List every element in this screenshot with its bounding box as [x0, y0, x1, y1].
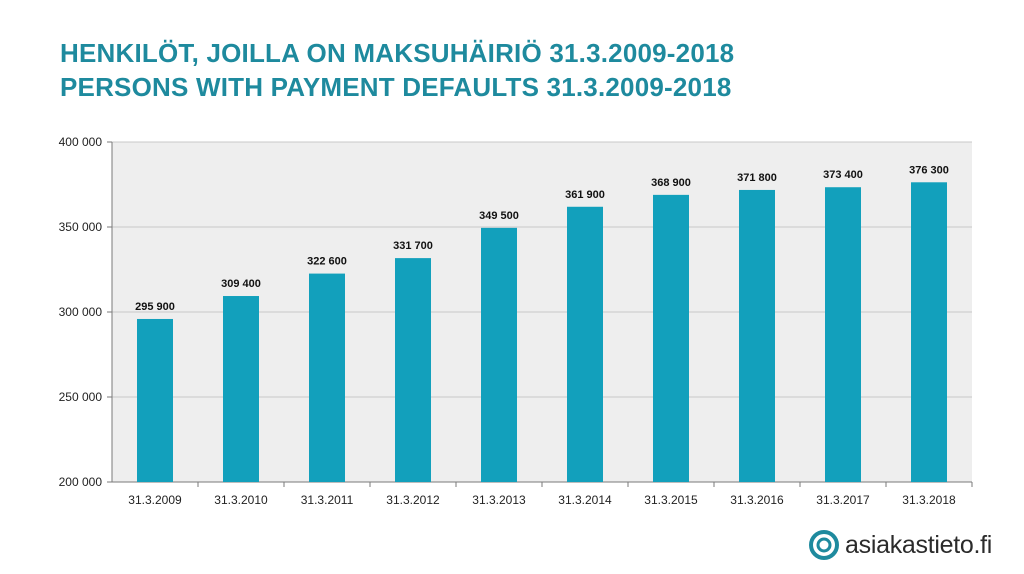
bar — [223, 296, 259, 482]
data-label: 309 400 — [221, 278, 261, 290]
bar — [739, 189, 775, 482]
x-tick-label: 31.3.2011 — [301, 493, 354, 507]
x-tick-label: 31.3.2014 — [558, 493, 612, 507]
data-label: 349 500 — [479, 210, 519, 222]
data-label: 361 900 — [565, 189, 605, 201]
x-tick-label: 31.3.2009 — [128, 493, 182, 507]
y-tick-label: 300 000 — [59, 305, 103, 319]
bar — [567, 206, 603, 482]
page-title: HENKILÖT, JOILLA ON MAKSUHÄIRIÖ 31.3.200… — [60, 36, 734, 104]
y-tick-label: 250 000 — [59, 390, 103, 404]
bar — [395, 258, 431, 482]
bar — [481, 227, 517, 482]
x-tick-label: 31.3.2010 — [214, 493, 268, 507]
x-tick-label: 31.3.2018 — [902, 493, 956, 507]
x-tick-label: 31.3.2017 — [816, 493, 870, 507]
bar — [825, 187, 861, 482]
title-finnish: HENKILÖT, JOILLA ON MAKSUHÄIRIÖ 31.3.200… — [60, 38, 735, 68]
y-tick-label: 200 000 — [59, 475, 103, 489]
x-tick-label: 31.3.2012 — [386, 493, 440, 507]
data-label: 373 400 — [823, 169, 863, 181]
y-tick-label: 400 000 — [59, 135, 103, 149]
bar — [309, 273, 345, 482]
bar — [137, 318, 173, 482]
data-label: 371 800 — [737, 172, 777, 184]
x-tick-label: 31.3.2013 — [472, 493, 526, 507]
data-label: 331 700 — [393, 240, 433, 252]
data-label: 376 300 — [909, 164, 949, 176]
data-label: 368 900 — [651, 177, 691, 189]
title-english: PERSONS WITH PAYMENT DEFAULTS 31.3.2009-… — [60, 72, 732, 102]
asiakastieto-logo-icon — [809, 530, 840, 560]
bar — [911, 182, 947, 483]
brand-logo: asiakastieto.fi — [809, 530, 992, 560]
bar — [653, 194, 689, 482]
data-label: 322 600 — [307, 256, 347, 268]
y-tick-label: 350 000 — [59, 220, 103, 234]
x-tick-label: 31.3.2015 — [644, 493, 698, 507]
x-tick-label: 31.3.2016 — [730, 493, 784, 507]
data-label: 295 900 — [135, 301, 175, 313]
logo-text: asiakastieto.fi — [845, 530, 992, 559]
